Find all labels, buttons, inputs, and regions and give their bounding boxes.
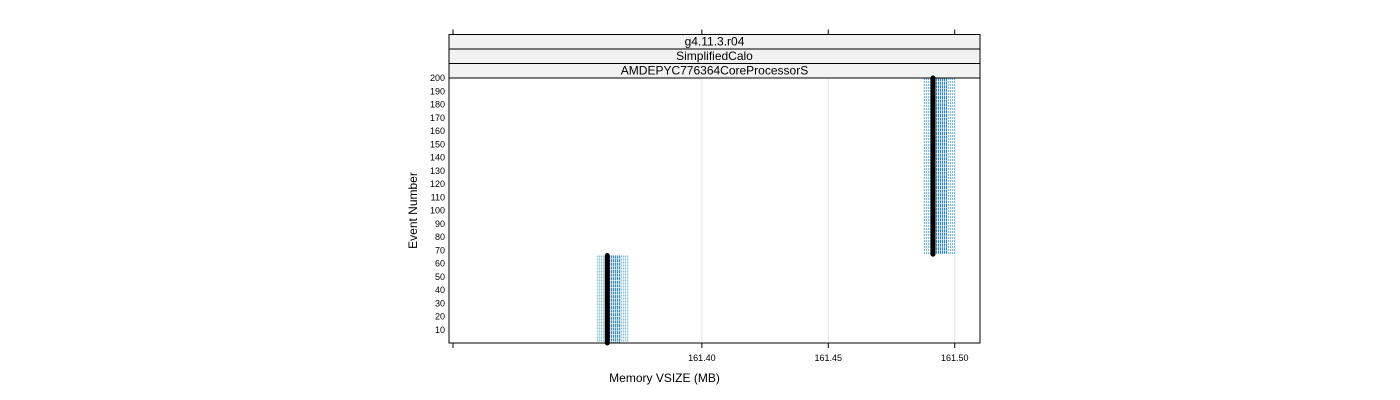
y-tick-label: 100 [430, 206, 445, 216]
y-tick-label: 180 [430, 100, 445, 110]
y-tick-label: 140 [430, 153, 445, 163]
y-tick-label: 200 [430, 73, 445, 83]
y-tick-label: 110 [431, 192, 445, 202]
x-axis-label: Memory VSIZE (MB) [609, 371, 720, 385]
x-tick-label: 161.40 [688, 353, 716, 363]
y-tick-label: 40 [435, 285, 445, 295]
y-tick-label: 130 [430, 166, 445, 176]
grid-lines [701, 78, 956, 343]
x-tick-label: 161.45 [815, 353, 843, 363]
data-bands [597, 78, 955, 343]
data-lines [604, 75, 936, 346]
y-tick-label: 70 [435, 245, 445, 255]
y-tick-label: 170 [430, 113, 445, 123]
y-axis: 10 20 30 40 50 60 70 80 90 100 110 120 130 140 150 160 1… [430, 73, 445, 335]
y-tick-label: 150 [430, 139, 445, 149]
y-tick-label: 50 [435, 272, 445, 282]
y-axis-label: Event Number [406, 172, 420, 249]
y-tick-label: 160 [430, 126, 445, 136]
y-tick-label: 190 [430, 86, 445, 96]
y-tick-label: 90 [435, 219, 445, 229]
y-tick-label: 80 [435, 232, 445, 242]
y-tick-label: 120 [430, 179, 445, 189]
data-band [923, 78, 955, 255]
y-tick-label: 10 [435, 325, 445, 335]
panel-border [448, 77, 981, 344]
x-tick-label: 161.50 [941, 353, 969, 363]
y-tick-label: 60 [435, 259, 445, 269]
panel-strips: g4.11.3.r04SimplifiedCaloAMDEPYC776364Co… [448, 34, 981, 79]
strip-label: SimplifiedCalo [676, 49, 753, 63]
data-band [597, 255, 629, 343]
strip-label: g4.11.3.r04 [685, 35, 745, 49]
y-tick-label: 30 [435, 298, 445, 308]
y-tick-label: 20 [435, 312, 445, 322]
strip-label: AMDEPYC776364CoreProcessorS [621, 64, 808, 78]
x-axis: 161.40 161.45 161.50 [452, 29, 969, 363]
